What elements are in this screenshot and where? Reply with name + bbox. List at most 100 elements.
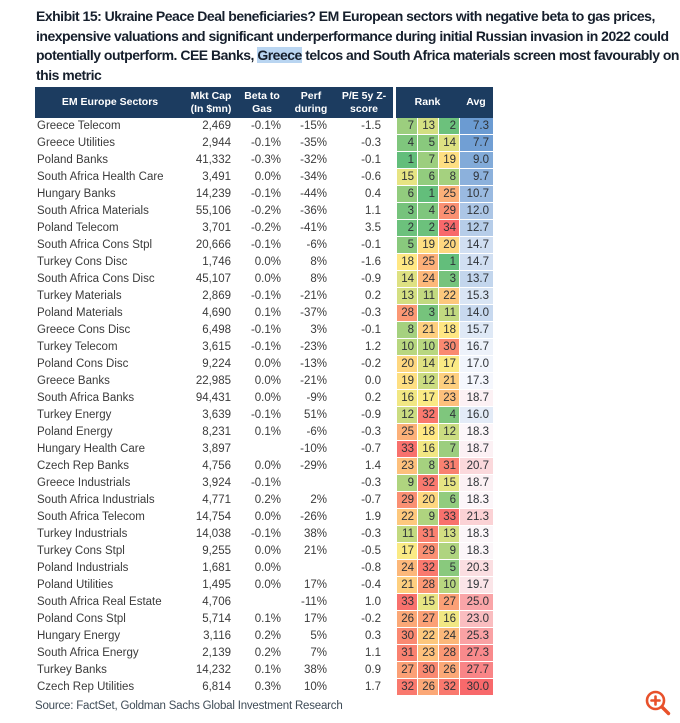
sector-cell: Poland Utilities [37, 579, 114, 591]
em-europe-sectors-table: EM Europe Sectors Mkt Cap (In $mn) Beta t… [35, 87, 493, 696]
rank-cell: 29 [417, 543, 438, 560]
rank-cell: 31 [417, 526, 438, 543]
mktcap-cell: 8,231 [202, 426, 231, 438]
rank-cell: 30 [417, 662, 438, 679]
avg-cell: 9.7 [459, 169, 493, 186]
col-header-avg: Avg [459, 87, 493, 118]
table-row: Poland Materials 4,690 0.1% -37% -0.3 28 3 11 14… [35, 305, 493, 322]
pe-cell: 1.1 [365, 647, 381, 659]
sector-cell: Greece Cons Disc [37, 324, 131, 336]
rank-cell: 28 [438, 645, 459, 662]
rank-cell: 23 [396, 458, 417, 475]
rank-cell: 19 [438, 152, 459, 169]
sector-cell: South Africa Real Estate [37, 596, 162, 608]
avg-cell: 14.7 [459, 254, 493, 271]
table-header-row: EM Europe Sectors Mkt Cap (In $mn) Beta t… [35, 87, 493, 118]
mktcap-cell: 3,897 [202, 443, 231, 455]
mktcap-cell: 3,924 [202, 477, 231, 489]
rank-cell: 33 [396, 594, 417, 611]
mktcap-cell: 3,116 [203, 630, 231, 642]
rank-cell: 3 [396, 203, 417, 220]
mktcap-cell: 9,224 [202, 358, 231, 370]
perf-cell: -11% [301, 596, 327, 608]
highlighted-word: Greece [257, 47, 302, 63]
sector-cell: Turkey Energy [37, 409, 112, 421]
beta-cell: 0.0% [254, 511, 281, 523]
table-row: South Africa Cons Stpl 20,666 -0.1% -6% -0.1… [35, 237, 493, 254]
perf-cell: -26% [300, 511, 327, 523]
avg-cell: 7.7 [459, 135, 493, 152]
beta-cell: -0.1% [250, 477, 281, 489]
rank-cell: 15 [396, 169, 417, 186]
pe-cell: 1.7 [365, 681, 381, 693]
beta-cell: 0.1% [254, 664, 281, 676]
perf-cell: -32% [300, 154, 327, 166]
table-row: Poland Industrials 1,681 0.0% -0.8 24 32 5 20.3 [35, 560, 493, 577]
beta-cell: 0.0% [254, 392, 281, 404]
rank-cell: 7 [396, 118, 417, 135]
mktcap-cell: 4,756 [202, 460, 231, 472]
avg-cell: 10.7 [459, 186, 493, 203]
sector-cell: Czech Rep Utilities [37, 681, 135, 693]
table-row: South Africa Materials 55,106 -0.2% -36% 1.1… [35, 203, 493, 220]
rank-cell: 1 [438, 254, 459, 271]
rank-cell: 8 [417, 458, 438, 475]
beta-cell [237, 441, 287, 458]
rank-cell: 25 [438, 186, 459, 203]
col-header-perf: Perf during [287, 87, 335, 118]
pe-cell: -1.6 [361, 256, 381, 268]
beta-cell: -0.1% [250, 188, 281, 200]
rank-cell: 9 [438, 543, 459, 560]
sector-cell: Greece Utilities [37, 137, 115, 149]
mktcap-cell: 1,681 [202, 562, 231, 574]
rank-cell: 22 [417, 628, 438, 645]
sector-cell: South Africa Materials [37, 205, 149, 217]
mktcap-cell: 3,491 [202, 171, 231, 183]
rank-cell: 31 [396, 645, 417, 662]
rank-cell: 34 [438, 220, 459, 237]
table-row: Turkey Energy 3,639 -0.1% 51% -0.9 12 32 4 16.0 [35, 407, 493, 424]
rank-cell: 12 [417, 373, 438, 390]
beta-cell: 0.2% [254, 647, 281, 659]
mktcap-cell: 6,498 [202, 324, 231, 336]
pe-cell: -1.5 [361, 120, 381, 132]
avg-cell: 23.0 [459, 611, 493, 628]
sector-cell: South Africa Health Care [37, 171, 164, 183]
beta-cell: -0.1% [250, 528, 281, 540]
table-row: South Africa Health Care 3,491 0.0% -34% -0.… [35, 169, 493, 186]
zoom-in-button[interactable] [644, 689, 672, 717]
rank-cell: 3 [417, 305, 438, 322]
table-row: Czech Rep Utilities 6,814 0.3% 10% 1.7 32 26 32… [35, 679, 493, 696]
rank-cell: 32 [417, 475, 438, 492]
mktcap-cell: 2,469 [202, 120, 231, 132]
perf-cell: -35% [300, 137, 327, 149]
pe-cell: 0.4 [365, 188, 381, 200]
pe-cell: 1.1 [365, 205, 381, 217]
pe-cell: -0.2 [361, 358, 381, 370]
pe-cell: -0.7 [361, 494, 381, 506]
sector-cell: Turkey Industrials [37, 528, 128, 540]
perf-cell: 17% [303, 613, 327, 625]
rank-cell: 21 [417, 322, 438, 339]
sector-cell: Turkey Telecom [37, 341, 118, 353]
beta-cell: -0.2% [250, 205, 281, 217]
rank-cell: 20 [438, 237, 459, 254]
rank-cell: 5 [417, 135, 438, 152]
table-row: Turkey Cons Disc 1,746 0.0% 8% -1.6 18 25 1 14.7 [35, 254, 493, 271]
avg-cell: 18.3 [459, 492, 493, 509]
mktcap-cell: 3,615 [202, 341, 231, 353]
mktcap-cell: 14,754 [195, 511, 231, 523]
table-row: South Africa Energy 2,139 0.2% 7% 1.1 31 23 28 2… [35, 645, 493, 662]
avg-cell: 27.3 [459, 645, 493, 662]
avg-cell: 18.3 [459, 543, 493, 560]
beta-cell: -0.1% [250, 239, 281, 251]
mktcap-cell: 3,701 [202, 222, 231, 234]
mktcap-cell: 1,746 [202, 256, 231, 268]
sector-cell: Hungary Energy [37, 630, 121, 642]
rank-cell: 20 [417, 492, 438, 509]
sector-cell: Greece Banks [37, 375, 110, 387]
rank-cell: 30 [396, 628, 417, 645]
mktcap-cell: 6,814 [202, 681, 231, 693]
perf-cell: -21% [300, 290, 327, 302]
perf-cell: -6% [306, 239, 327, 251]
